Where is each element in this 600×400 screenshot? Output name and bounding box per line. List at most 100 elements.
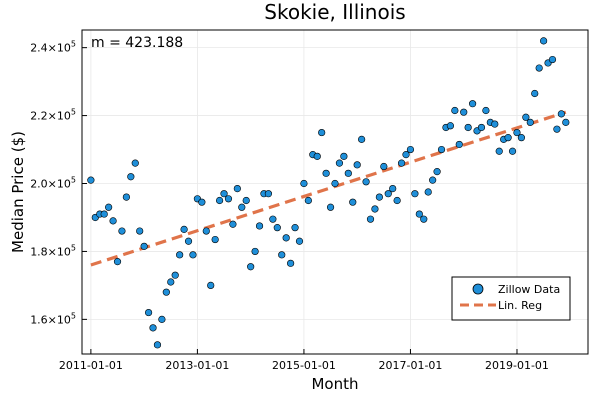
data-point bbox=[429, 176, 437, 184]
data-point bbox=[113, 258, 122, 266]
data-point bbox=[362, 178, 370, 186]
data-point bbox=[389, 185, 397, 193]
data-point bbox=[340, 152, 348, 160]
data-point bbox=[87, 176, 95, 184]
y-tick-label: 1.8×105 bbox=[30, 243, 76, 258]
data-point bbox=[384, 190, 392, 198]
data-point bbox=[508, 147, 517, 155]
data-point bbox=[131, 159, 139, 167]
data-point bbox=[380, 162, 388, 171]
data-point bbox=[522, 113, 530, 121]
data-point bbox=[167, 278, 175, 286]
x-axis-ticks: 2011-01-01 2013-01-01 2015-01-01 2017-01-01… bbox=[59, 349, 549, 372]
data-point bbox=[282, 234, 290, 242]
legend-label-lin-reg: Lin. Reg bbox=[498, 299, 542, 312]
data-point bbox=[517, 134, 526, 142]
data-point bbox=[526, 118, 534, 126]
data-point bbox=[189, 251, 197, 259]
data-point bbox=[477, 123, 486, 132]
grid bbox=[82, 30, 588, 354]
legend-box bbox=[451, 276, 571, 321]
x-tick-label: 2013-01-01 bbox=[165, 359, 229, 372]
data-point bbox=[264, 190, 273, 198]
regression-line bbox=[90, 110, 567, 267]
y-tick-label: 1.6×105 bbox=[30, 311, 76, 326]
data-point bbox=[513, 128, 521, 137]
y-tick-label: 2.4×105 bbox=[30, 40, 76, 55]
x-axis-title: Month bbox=[311, 375, 358, 393]
data-point bbox=[375, 193, 383, 201]
data-point bbox=[291, 224, 299, 232]
data-point bbox=[162, 288, 170, 296]
x-tick-label: 2015-01-01 bbox=[272, 359, 336, 372]
data-point bbox=[144, 308, 153, 317]
data-point bbox=[127, 173, 135, 181]
data-point bbox=[335, 159, 344, 167]
data-point bbox=[433, 168, 441, 176]
data-point bbox=[548, 55, 557, 64]
data-points bbox=[87, 37, 570, 349]
y-tick-label: 2.2×105 bbox=[30, 108, 76, 123]
data-point bbox=[153, 341, 162, 349]
data-point bbox=[136, 227, 144, 235]
data-point bbox=[122, 193, 130, 201]
data-point bbox=[366, 215, 375, 223]
data-point bbox=[180, 225, 188, 233]
data-point bbox=[211, 235, 219, 244]
data-point bbox=[184, 237, 193, 245]
data-point bbox=[371, 205, 379, 213]
data-point bbox=[420, 215, 428, 223]
data-point bbox=[202, 227, 210, 235]
data-point bbox=[247, 263, 255, 271]
data-point bbox=[251, 247, 259, 256]
regression-line-layer bbox=[90, 110, 567, 267]
data-point bbox=[278, 251, 286, 259]
data-point bbox=[273, 224, 281, 232]
legend-marker-zillow-data bbox=[472, 283, 484, 295]
data-point bbox=[229, 220, 237, 228]
data-point bbox=[393, 196, 401, 205]
data-point bbox=[242, 196, 250, 205]
data-point bbox=[553, 125, 561, 133]
data-point bbox=[446, 122, 455, 130]
data-point bbox=[557, 110, 565, 118]
data-point bbox=[322, 169, 330, 177]
y-tick-label: 2.0×105 bbox=[30, 176, 76, 191]
data-point bbox=[100, 210, 108, 218]
data-point bbox=[455, 140, 463, 149]
data-point bbox=[207, 281, 215, 289]
data-point bbox=[318, 128, 326, 137]
data-point bbox=[269, 215, 277, 223]
data-point bbox=[198, 198, 206, 206]
data-point bbox=[149, 324, 157, 332]
data-point bbox=[349, 198, 357, 206]
plot-frame bbox=[81, 29, 589, 355]
data-point bbox=[464, 123, 472, 132]
legend: Zillow Data Lin. Reg bbox=[451, 276, 571, 321]
data-point bbox=[353, 161, 361, 169]
data-point bbox=[451, 106, 459, 115]
data-point bbox=[300, 179, 308, 188]
legend-label-zillow-data: Zillow Data bbox=[498, 283, 560, 296]
data-point bbox=[468, 100, 477, 108]
data-point bbox=[220, 190, 228, 198]
data-point bbox=[460, 108, 468, 116]
slope-annotation: m = 423.188 bbox=[91, 35, 183, 51]
data-point bbox=[287, 259, 295, 267]
y-axis-title: Median Price ($) bbox=[9, 131, 27, 253]
data-point bbox=[109, 217, 117, 225]
data-point bbox=[344, 169, 352, 177]
data-point bbox=[535, 64, 543, 72]
data-point bbox=[562, 118, 570, 126]
data-point bbox=[531, 89, 539, 98]
data-point bbox=[424, 188, 432, 196]
data-point bbox=[158, 315, 166, 323]
data-point bbox=[331, 179, 339, 188]
data-point bbox=[118, 227, 126, 235]
data-point bbox=[304, 196, 312, 205]
data-point bbox=[295, 237, 304, 245]
x-tick-label: 2019-01-01 bbox=[485, 359, 549, 372]
data-point bbox=[140, 242, 148, 250]
chart-title: Skokie, Illinois bbox=[264, 0, 405, 24]
